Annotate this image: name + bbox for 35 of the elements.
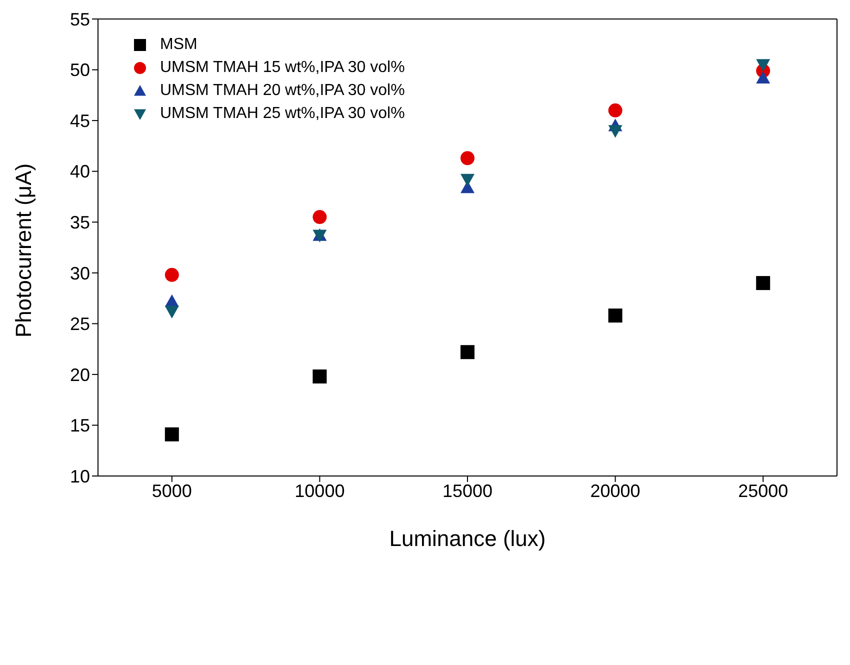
- y-tick-label: 45: [70, 110, 90, 131]
- x-tick-label: 20000: [590, 480, 640, 501]
- point: [608, 103, 622, 118]
- point: [164, 268, 179, 282]
- x-tick-label: 10000: [294, 480, 345, 501]
- x-tick-label: 5000: [152, 480, 192, 501]
- x-tick-label: 25000: [738, 480, 788, 501]
- y-tick-label: 30: [70, 263, 90, 284]
- point: [756, 70, 770, 84]
- y-tick-label: 35: [70, 212, 90, 232]
- y-axis-title: Photocurrent (μA): [10, 163, 36, 338]
- point: [460, 345, 474, 360]
- legend-label: UMSM TMAH 20 wt%,IPA 30 vol%: [160, 82, 405, 100]
- y-tick-label: 15: [70, 416, 90, 436]
- point: [756, 59, 770, 72]
- point: [460, 174, 474, 186]
- point: [312, 369, 327, 384]
- legend-label: UMSM TMAH 25 wt%,IPA 30 vol%: [160, 104, 405, 122]
- point: [608, 308, 622, 323]
- point: [460, 151, 474, 166]
- y-tick-label: 20: [70, 364, 90, 385]
- point: [312, 210, 327, 224]
- x-axis-title: Luminance (lux): [389, 526, 546, 551]
- point: [164, 427, 179, 442]
- legend-label: MSM: [160, 36, 198, 54]
- y-tick-label: 10: [70, 466, 90, 486]
- point: [756, 276, 770, 290]
- y-tick-label: 55: [70, 9, 90, 30]
- point: [164, 306, 179, 318]
- point: [608, 125, 622, 138]
- x-tick-label: 15000: [442, 480, 493, 501]
- y-tick-label: 40: [70, 162, 90, 182]
- legend-label: UMSM TMAH 15 wt%,IPA 30 vol%: [160, 58, 405, 76]
- y-tick-label: 25: [70, 314, 90, 334]
- y-tick-label: 50: [70, 60, 90, 80]
